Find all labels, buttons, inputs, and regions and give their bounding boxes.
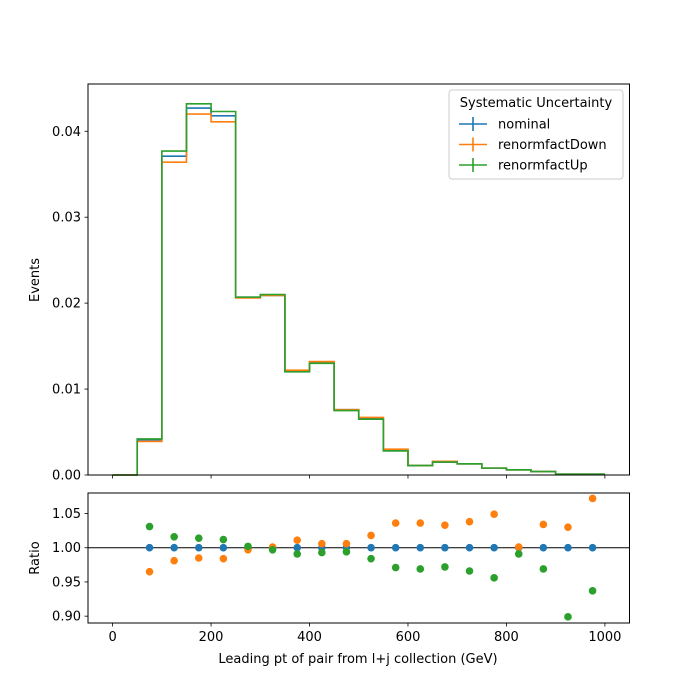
ratio-series-renormfactUp (145, 522, 597, 621)
ratio-point (367, 531, 375, 540)
ratio-point (244, 542, 252, 551)
histogram-y-tick-label: 0.02 (52, 297, 81, 312)
ratio-point (219, 535, 228, 544)
ratio-point (588, 543, 597, 552)
ratio-point (219, 543, 228, 552)
ratio-point (465, 517, 474, 526)
legend-label: renormfactUp (498, 159, 588, 174)
ratio-point (293, 536, 302, 545)
ratio-y-axis-label: Ratio (28, 541, 43, 574)
legend-label: nominal (498, 118, 550, 133)
ratio-point (441, 543, 449, 552)
ratio-point (441, 521, 449, 529)
ratio-point (194, 554, 203, 562)
ratio-point (539, 520, 548, 529)
ratio-y-tick-label: 0.90 (52, 610, 81, 625)
ratio-point (514, 550, 523, 558)
ratio-x-tick-label: 0 (108, 630, 116, 645)
ratio-point (564, 523, 572, 532)
ratio-point (145, 522, 154, 531)
ratio-x-tick-label: 200 (199, 630, 224, 645)
ratio-y-tick-label: 0.95 (52, 575, 81, 590)
legend-entry-nominal: nominal (459, 117, 550, 133)
histogram-y-tick-label: 0.00 (52, 469, 81, 484)
ratio-point (170, 543, 178, 552)
ratio-point (539, 565, 548, 573)
ratio-axes-frame (87, 492, 630, 624)
ratio-point (416, 565, 425, 573)
ratio-x-axis-label: Leading pt of pair from l+j collection (… (218, 652, 497, 667)
ratio-point (391, 519, 400, 527)
histogram-y-tick-label: 0.03 (52, 211, 81, 226)
ratio-point (293, 550, 302, 558)
legend-label: renormfactDown (498, 138, 607, 153)
ratio-x-tick-label: 400 (297, 630, 322, 645)
histogram-y-tick-label: 0.01 (52, 383, 81, 398)
ratio-point (145, 567, 154, 576)
ratio-point (416, 519, 425, 527)
ratio-point (194, 534, 203, 542)
histogram-y-tick-label: 0.04 (52, 125, 81, 140)
legend-entry-renormfactDown: renormfactDown (459, 137, 607, 153)
ratio-point (170, 532, 178, 541)
ratio-point (293, 543, 302, 552)
histogram-panel: 0.00 0.01 0.02 0.03 0.04 Events Systematic U… (28, 83, 630, 484)
ratio-y-tick-label: 1.00 (52, 541, 81, 556)
ratio-x-tick-label: 800 (494, 630, 519, 645)
histogram-y-axis-label: Events (28, 258, 43, 302)
ratio-point (441, 563, 449, 571)
ratio-point (170, 556, 178, 565)
ratio-point (490, 510, 498, 519)
ratio-point (194, 543, 203, 552)
histogram-axes-frame (87, 83, 630, 476)
ratio-point (588, 494, 597, 503)
ratio-point (465, 567, 474, 575)
legend-title: Systematic Uncertainty (460, 96, 613, 111)
ratio-point (416, 543, 425, 552)
ratio-point (539, 543, 548, 552)
ratio-point (219, 554, 228, 563)
ratio-point (391, 543, 400, 552)
ratio-point (588, 587, 597, 595)
ratio-point (490, 543, 498, 552)
ratio-point (564, 613, 572, 621)
ratio-point (342, 548, 351, 556)
ratio-y-tick-label: 1.05 (52, 507, 81, 522)
ratio-point (514, 543, 523, 551)
ratio-x-tick-label: 1000 (588, 630, 621, 645)
ratio-point (268, 545, 277, 554)
legend-box (448, 89, 624, 180)
ratio-point (367, 543, 375, 552)
ratio-x-tick-label: 600 (396, 630, 421, 645)
ratio-point (564, 543, 572, 552)
ratio-point (318, 539, 326, 548)
ratio-point (391, 563, 400, 572)
ratio-point (318, 548, 326, 557)
ratio-panel: 0.90 0.95 1.00 1.05 0 200 400 600 800 1000 Ratio… (28, 492, 630, 667)
ratio-point (145, 543, 154, 552)
legend-entry-renormfactUp: renormfactUp (459, 158, 588, 174)
ratio-point (465, 543, 474, 552)
ratio-point (342, 539, 351, 548)
histogram-series-renormfactUp (112, 102, 605, 476)
ratio-point (490, 574, 498, 582)
legend: Systematic Uncertainty nominal renormfact… (448, 89, 624, 180)
ratio-point (367, 554, 375, 563)
